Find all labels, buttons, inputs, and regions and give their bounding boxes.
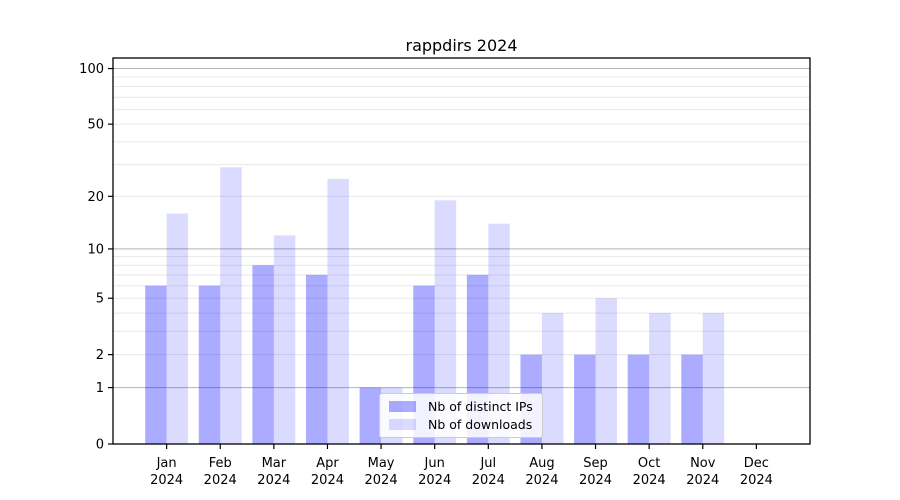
x-tick-label-month-mar: Mar bbox=[262, 456, 287, 471]
x-tick-label-year-oct: 2024 bbox=[633, 473, 666, 488]
x-tick-label-year-sep: 2024 bbox=[579, 473, 612, 488]
y-tick-label-10: 10 bbox=[87, 242, 104, 257]
legend-item-downloads: Nb of downloads bbox=[389, 417, 535, 432]
y-tick-label-1: 1 bbox=[96, 381, 104, 396]
y-tick-label-5: 5 bbox=[96, 292, 104, 307]
x-tick-label-year-nov: 2024 bbox=[686, 473, 719, 488]
y-tick-label-100: 100 bbox=[79, 62, 104, 77]
legend-item-distinct-ips: Nb of distinct IPs bbox=[389, 399, 535, 414]
x-tick-label-month-apr: Apr bbox=[316, 456, 339, 471]
x-tick-label-year-dec: 2024 bbox=[740, 473, 773, 488]
x-tick-label-month-feb: Feb bbox=[209, 456, 232, 471]
y-tick-label-0: 0 bbox=[96, 438, 104, 453]
chart-title: rappdirs 2024 bbox=[405, 36, 518, 55]
bar-distinct-ips-apr bbox=[306, 274, 328, 444]
x-tick-label-year-mar: 2024 bbox=[257, 473, 290, 488]
y-tick-label-2: 2 bbox=[96, 348, 104, 363]
bar-downloads-jun bbox=[434, 200, 457, 444]
x-tick-label-year-jan: 2024 bbox=[150, 473, 183, 488]
bar-distinct-ips-oct bbox=[627, 354, 650, 444]
bar-distinct-ips-mar bbox=[252, 265, 274, 444]
legend-label-distinct-ips: Nb of distinct IPs bbox=[428, 399, 533, 415]
x-tick-label-month-jan: Jan bbox=[156, 456, 177, 471]
x-tick-label-month-oct: Oct bbox=[638, 456, 660, 471]
legend-swatch-downloads bbox=[389, 418, 416, 430]
x-tick-label-month-dec: Dec bbox=[744, 456, 769, 471]
legend-label-downloads: Nb of downloads bbox=[428, 416, 533, 432]
bar-distinct-ips-feb bbox=[198, 285, 221, 444]
x-tick-label-month-jul: Jul bbox=[479, 456, 496, 471]
x-tick-label-year-apr: 2024 bbox=[311, 473, 344, 488]
x-tick-label-month-may: May bbox=[368, 456, 395, 471]
x-tick-label-month-jun: Jun bbox=[424, 456, 445, 471]
x-tick-label-year-jun: 2024 bbox=[418, 473, 451, 488]
bar-distinct-ips-jan bbox=[145, 285, 167, 444]
bar-downloads-mar bbox=[273, 235, 296, 444]
bar-downloads-jul bbox=[488, 223, 510, 444]
bar-downloads-sep bbox=[595, 298, 617, 444]
x-tick-label-month-sep: Sep bbox=[583, 456, 608, 471]
x-tick-label-year-feb: 2024 bbox=[204, 473, 237, 488]
legend-swatch-distinct-ips bbox=[389, 401, 416, 413]
x-tick-label-year-may: 2024 bbox=[365, 473, 398, 488]
x-tick-label-year-jul: 2024 bbox=[472, 473, 505, 488]
bar-downloads-apr bbox=[327, 178, 349, 444]
bar-downloads-aug bbox=[541, 313, 564, 444]
legend: Nb of distinct IPs Nb of downloads bbox=[379, 393, 543, 438]
bar-distinct-ips-may bbox=[359, 387, 382, 444]
x-tick-label-month-aug: Aug bbox=[529, 456, 554, 471]
bar-downloads-feb bbox=[220, 167, 242, 445]
bar-downloads-oct bbox=[649, 313, 671, 444]
bar-downloads-jan bbox=[166, 213, 189, 444]
x-tick-label-year-aug: 2024 bbox=[525, 473, 558, 488]
y-tick-label-20: 20 bbox=[87, 190, 104, 205]
bar-downloads-nov bbox=[702, 313, 725, 444]
y-tick-label-50: 50 bbox=[87, 118, 104, 133]
x-tick-label-month-nov: Nov bbox=[690, 456, 716, 471]
axes-frame bbox=[112, 57, 811, 445]
bar-distinct-ips-nov bbox=[681, 354, 703, 444]
bar-distinct-ips-sep bbox=[574, 354, 596, 444]
